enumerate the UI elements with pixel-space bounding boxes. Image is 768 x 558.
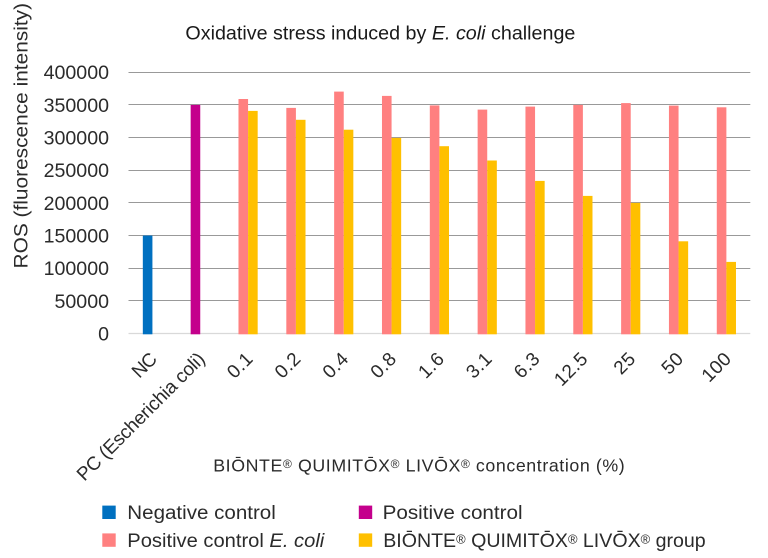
svg-text:Oxidative stress induced by E.: Oxidative stress induced by E. coli chal… [185,23,575,44]
svg-text:Positive control E. coli: Positive control E. coli [127,531,325,552]
svg-text:ROS (fluorescence intensity): ROS (fluorescence intensity) [11,3,32,269]
svg-text:350000: 350000 [44,96,109,117]
svg-text:0: 0 [98,324,109,345]
svg-text:250000: 250000 [44,161,109,182]
svg-text:300000: 300000 [44,129,109,150]
svg-text:BIŌNTE® QUIMITŌX® LIVŌX® conc: BIŌNTE® QUIMITŌX® LIVŌX® concentration (… [213,456,625,476]
svg-text:50000: 50000 [55,292,110,313]
svg-text:400000: 400000 [44,63,109,84]
svg-text:100000: 100000 [44,259,109,280]
svg-text:150000: 150000 [44,227,109,248]
svg-text:200000: 200000 [44,194,109,215]
svg-text:Negative control: Negative control [127,503,275,524]
svg-text:BIŌNTE® QUIMITŌX® LIVŌX® group: BIŌNTE® QUIMITŌX® LIVŌX® group [383,529,706,552]
svg-text:Positive control: Positive control [383,503,523,524]
